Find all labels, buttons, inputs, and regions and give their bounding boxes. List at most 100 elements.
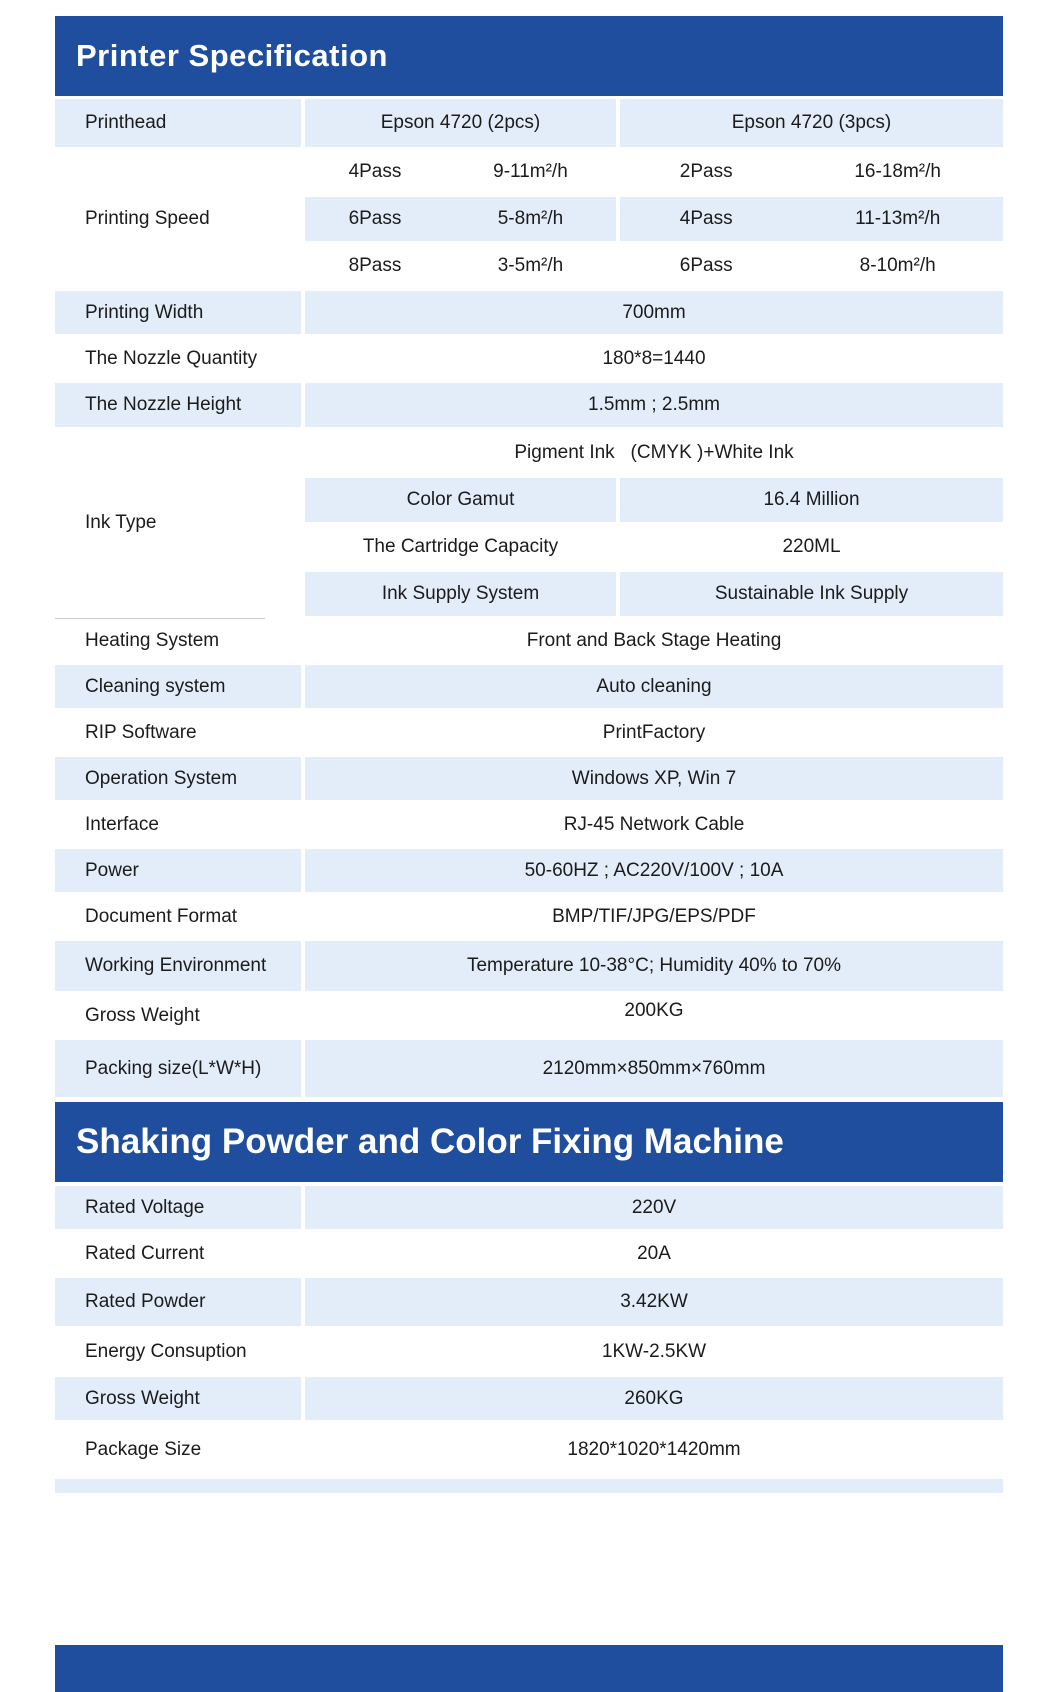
row-value: Front and Back Stage Heating [526,629,782,651]
row-label: Rated Powder [55,1278,301,1326]
spec-row: The Nozzle Quantity 180*8=1440 [55,337,1003,380]
row-value: Windows XP, Win 7 [305,757,1003,800]
spec-row: Document Format BMP/TIF/JPG/EPS/PDF [55,895,1003,938]
row-value: BMP/TIF/JPG/EPS/PDF [552,905,756,927]
printhead-row: Printhead Epson 4720 (2pcs) Epson 4720 (… [55,99,1003,147]
ink-type-label: Ink Type [55,430,301,619]
ink-sub-name: The Cartridge Capacity [362,536,559,557]
row-label: Gross Weight [55,1377,301,1420]
speed-value: 8-10m²/h [859,255,936,276]
ink-sub-row: Color Gamut 16.4 Million [305,478,1003,522]
spec-row: Heating System Front and Back Stage Heat… [55,619,1003,662]
printing-speed-group: Printing Speed 4Pass 9-11m²/h 2Pass 16-1… [55,150,1003,288]
row-value: 1820*1020*1420mm [567,1438,741,1460]
row-label: Packing size(L*W*H) [55,1040,301,1097]
printer-section-title: Printer Specification [76,38,388,73]
row-label: Gross Weight [85,1004,200,1026]
row-label: Package Size [85,1438,202,1460]
row-label: Printing Width [55,291,301,334]
row-value: Auto cleaning [305,665,1003,708]
spec-row: Gross Weight 200KG [55,994,1003,1037]
pass-count: 4Pass [348,161,402,182]
row-label: Rated Voltage [55,1186,301,1229]
spec-row: Gross Weight 260KG [55,1377,1003,1420]
printer-section-header: Printer Specification [55,16,1003,96]
pass-count: 6Pass [348,208,402,229]
table-footer-strip [55,1479,1003,1493]
shaker-section-title: Shaking Powder and Color Fixing Machine [76,1122,784,1161]
spec-row: Packing size(L*W*H) 2120mm×850mm×760mm [55,1040,1003,1097]
row-value: 20A [637,1242,671,1264]
row-label: Heating System [85,629,220,651]
row-label: The Nozzle Quantity [85,347,258,369]
row-value: RJ-45 Network Cable [563,813,745,835]
row-value: 50-60HZ ; AC220V/100V ; 10A [305,849,1003,892]
row-value: 700mm [305,291,1003,334]
ink-sub-name: Ink Supply System [305,572,616,616]
ink-sub-value: 16.4 Million [620,478,1003,522]
speed-cell-left: 6Pass 5-8m²/h [305,197,616,241]
speed-row: 4Pass 9-11m²/h 2Pass 16-18m²/h [305,150,1003,194]
next-section-header-bar [55,1645,1003,1692]
row-label: Working Environment [55,941,301,991]
row-label: Cleaning system [55,665,301,708]
ink-sub-row: Ink Supply System Sustainable Ink Supply [305,572,1003,616]
pass-count: 2Pass [679,161,733,182]
ink-type-group: Ink Type Pigment Ink (CMYK )+White Ink C… [55,430,1003,619]
row-value: 1.5mm ; 2.5mm [305,383,1003,427]
speed-value: 11-13m²/h [855,208,941,229]
ink-sub-name: Color Gamut [305,478,616,522]
printing-speed-label: Printing Speed [85,208,210,229]
spec-row: Cleaning system Auto cleaning [55,665,1003,708]
speed-cell-right: 4Pass 11-13m²/h [620,197,1003,241]
row-value: 1KW-2.5KW [601,1340,707,1362]
speed-value: 16-18m²/h [854,161,941,182]
speed-row: 6Pass 5-8m²/h 4Pass 11-13m²/h [305,197,1003,241]
speed-value: 9-11m²/h [493,161,568,182]
row-value: 260KG [305,1377,1003,1420]
ink-main-value: Pigment Ink (CMYK )+White Ink [514,441,794,463]
row-label: Interface [85,813,159,835]
row-label: RIP Software [85,721,197,743]
spec-row: The Nozzle Height 1.5mm ; 2.5mm [55,383,1003,427]
speed-row: 8Pass 3-5m²/h 6Pass 8-10m²/h [305,244,1003,288]
spec-row: Working Environment Temperature 10-38°C;… [55,941,1003,991]
row-label: Rated Current [85,1242,205,1264]
spec-row: Printing Width 700mm [55,291,1003,334]
spec-row: Rated Voltage 220V [55,1186,1003,1229]
speed-value: 3-5m²/h [497,255,564,276]
printhead-model-3pcs: Epson 4720 (3pcs) [620,99,1003,147]
ink-sub-value: Sustainable Ink Supply [620,572,1003,616]
printing-speed-rows: 4Pass 9-11m²/h 2Pass 16-18m²/h 6Pass 5-8… [305,150,1003,288]
speed-cell-right: 6Pass 8-10m²/h [620,244,1003,288]
spec-row: Operation System Windows XP, Win 7 [55,757,1003,800]
row-label: The Nozzle Height [55,383,301,427]
row-label: Operation System [55,757,301,800]
pass-count: 8Pass [348,255,402,276]
row-value: 3.42KW [305,1278,1003,1326]
row-label: Energy Consuption [85,1340,247,1362]
pass-count: 6Pass [679,255,733,276]
spec-row: Power 50-60HZ ; AC220V/100V ; 10A [55,849,1003,892]
row-value: Temperature 10-38°C; Humidity 40% to 70% [305,941,1003,991]
row-value: 220V [305,1186,1003,1229]
speed-value: 5-8m²/h [497,208,564,229]
spec-row: Energy Consuption 1KW-2.5KW [55,1329,1003,1374]
speed-cell-right: 2Pass 16-18m²/h [620,150,1003,194]
row-value: 2120mm×850mm×760mm [305,1040,1003,1097]
ink-main-row: Pigment Ink (CMYK )+White Ink [305,430,1003,475]
printhead-label: Printhead [55,99,301,147]
shaker-section-header: Shaking Powder and Color Fixing Machine [55,1102,1003,1182]
spec-row: Rated Current 20A [55,1232,1003,1275]
row-value: 200KG [624,1000,684,1021]
ink-type-rows: Pigment Ink (CMYK )+White Ink Color Gamu… [305,430,1003,616]
ink-sub-value: 220ML [782,536,841,557]
row-value: PrintFactory [602,721,706,743]
ink-sub-row: The Cartridge Capacity 220ML [305,525,1003,569]
row-value: 180*8=1440 [602,347,706,369]
spec-row: Rated Powder 3.42KW [55,1278,1003,1326]
pass-count: 4Pass [679,208,733,229]
spec-sheet: Printer Specification Printhead Epson 47… [55,16,1003,1493]
spec-row: Interface RJ-45 Network Cable [55,803,1003,846]
spec-row: Package Size 1820*1020*1420mm [55,1423,1003,1476]
